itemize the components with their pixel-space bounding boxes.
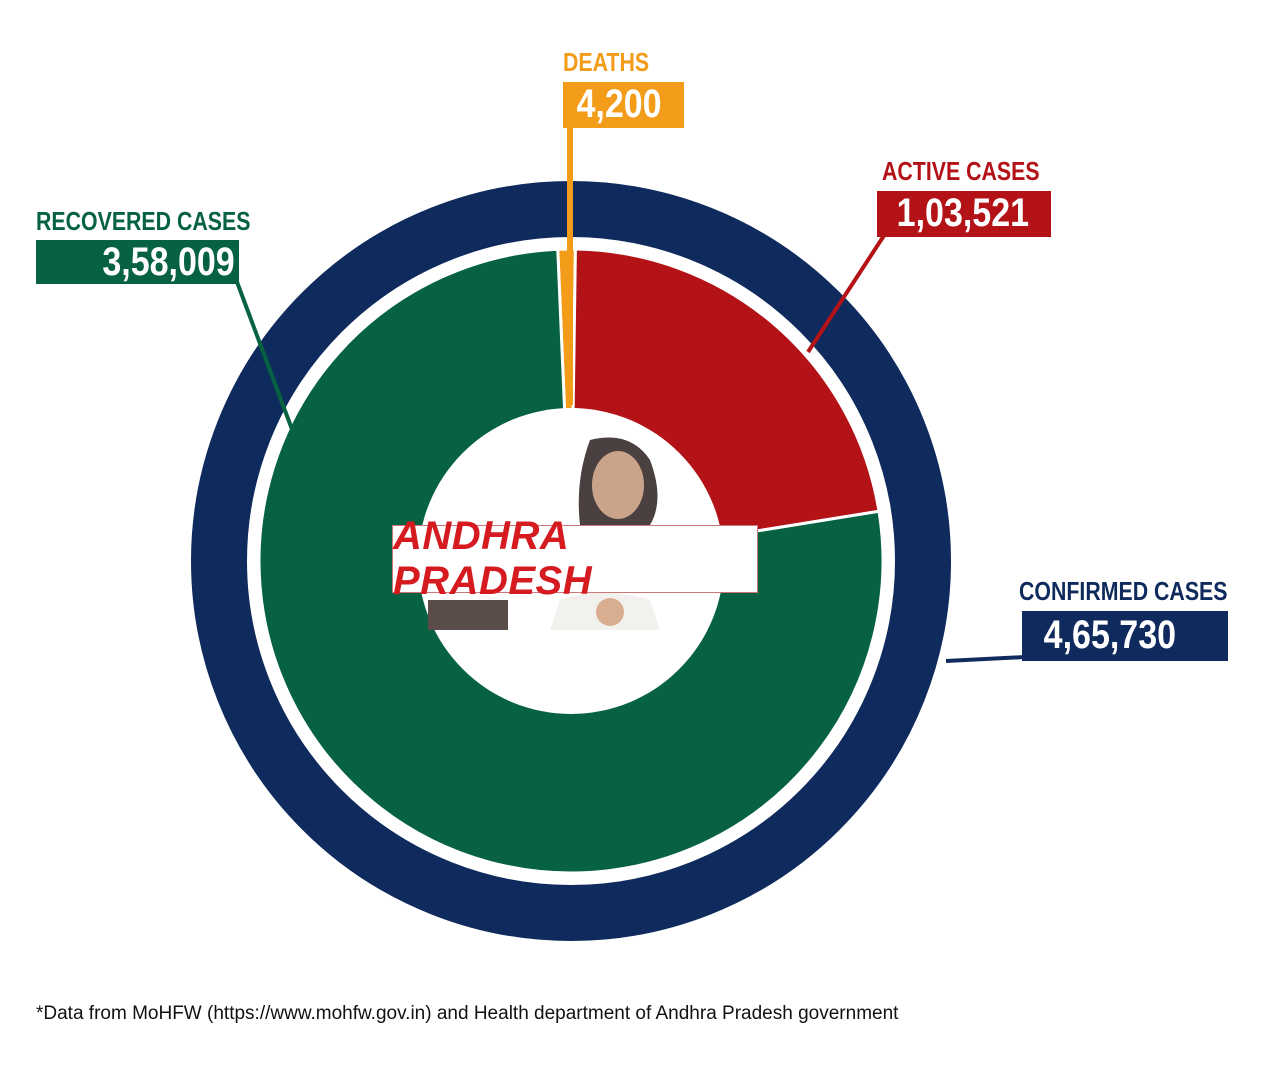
center-title: ANDHRA PRADESH xyxy=(393,514,593,603)
confirmed-value: 4,65,730 xyxy=(1043,613,1177,657)
confirmed-leader-line xyxy=(945,655,1026,663)
source-footnote: *Data from MoHFW (https://www.mohfw.gov.… xyxy=(36,1003,899,1024)
confirmed-value-box: 4,65,730 xyxy=(1022,611,1228,661)
deaths-value-box: 4,200 xyxy=(563,82,684,128)
deaths-value: 4,200 xyxy=(576,82,662,126)
deaths-label-title: DEATHS xyxy=(563,47,650,77)
recovered-value-box: 3,58,009 xyxy=(36,240,239,284)
center-title-banner: ANDHRA PRADESH xyxy=(392,514,758,603)
portrait-illustration xyxy=(428,437,660,630)
active-value-box: 1,03,521 xyxy=(877,191,1051,237)
recovered-leader-line xyxy=(235,281,295,433)
recovered-label-title: RECOVERED CASES xyxy=(36,206,251,236)
recovered-value: 3,58,009 xyxy=(102,240,235,284)
active-label-title: ACTIVE CASES xyxy=(882,156,1040,186)
confirmed-label-title: CONFIRMED CASES xyxy=(1019,576,1228,606)
active-value: 1,03,521 xyxy=(896,191,1030,235)
active-leader-line xyxy=(806,232,887,354)
